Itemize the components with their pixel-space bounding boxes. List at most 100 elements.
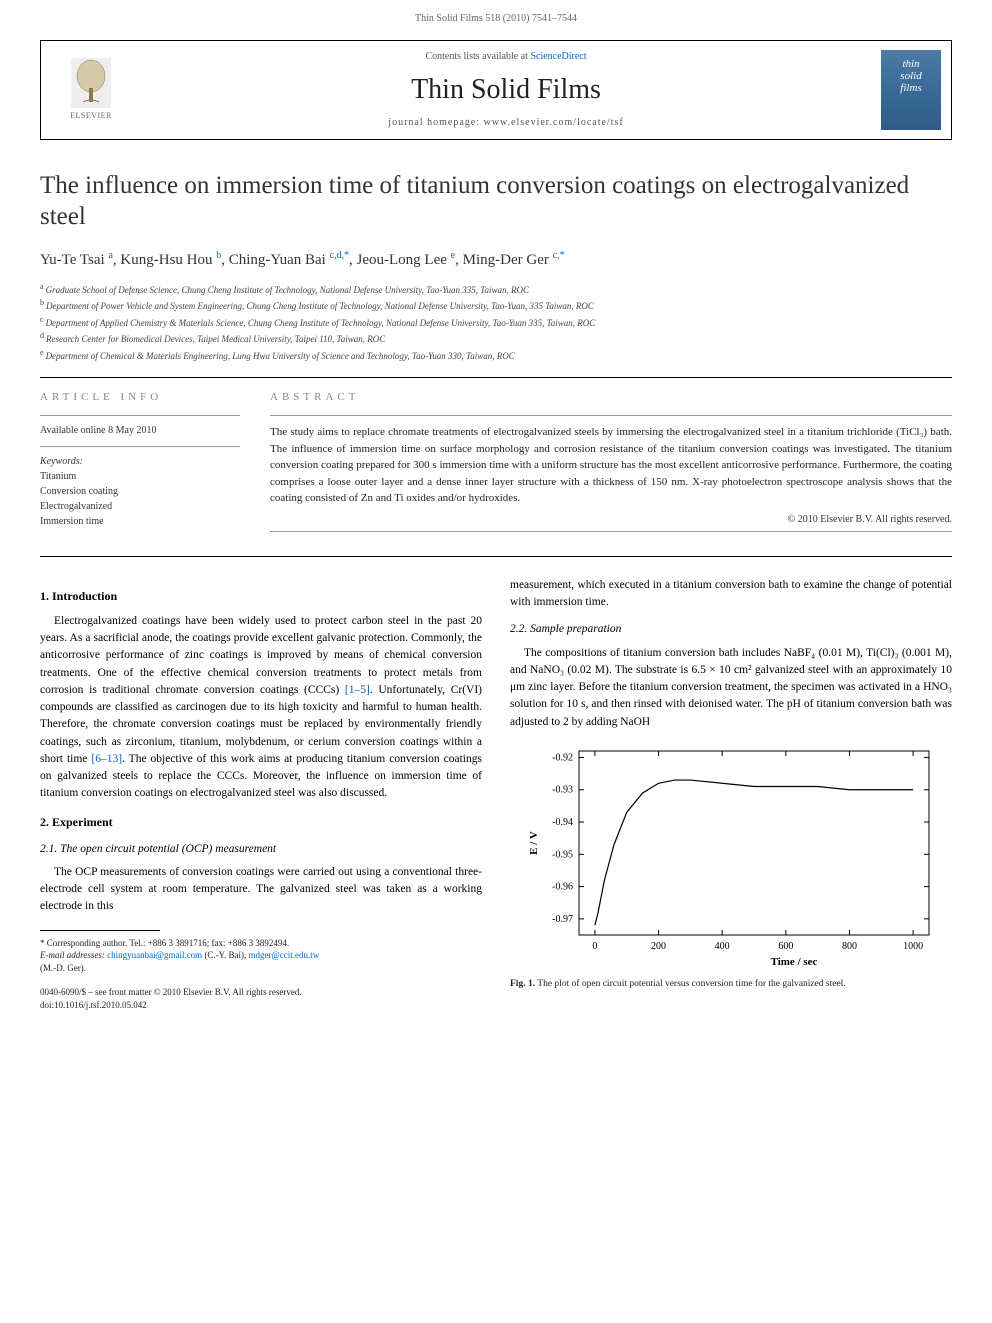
author: Ching-Yuan Bai c,d,*: [229, 252, 349, 268]
elsevier-logo-box: ELSEVIER: [41, 41, 141, 139]
keyword: Titanium: [40, 469, 240, 484]
keywords-label: Keywords:: [40, 455, 240, 469]
left-column: 1. Introduction Electrogalvanized coatin…: [40, 577, 482, 1012]
right-column: measurement, which executed in a titaniu…: [510, 577, 952, 1012]
info-divider-1: [40, 415, 240, 416]
svg-text:800: 800: [842, 941, 857, 952]
elsevier-logo: ELSEVIER: [61, 55, 121, 125]
email-line: E-mail addresses: chingyuanbai@gmail.com…: [40, 949, 482, 962]
article-title: The influence on immersion time of titan…: [40, 170, 952, 233]
cover-text-1: thin: [902, 58, 919, 70]
author-affiliation-sup: a: [108, 250, 112, 261]
journal-cover-thumb: thin solid films: [881, 50, 941, 130]
author: Ming-Der Ger c,*: [463, 252, 565, 268]
elsevier-label: ELSEVIER: [70, 110, 112, 121]
affiliation-line: d Research Center for Biomedical Devices…: [40, 330, 952, 347]
email-1[interactable]: chingyuanbai@gmail.com: [107, 950, 202, 960]
svg-text:400: 400: [715, 941, 730, 952]
figure-1-caption-text: The plot of open circuit potential versu…: [535, 979, 846, 989]
corresponding-author: * Corresponding author. Tel.: +886 3 389…: [40, 937, 482, 950]
banner-center: Contents lists available at ScienceDirec…: [141, 41, 871, 139]
figure-1-caption: Fig. 1. The plot of open circuit potenti…: [510, 977, 952, 991]
doi-block: 0040-6090/$ – see front matter © 2010 El…: [40, 986, 482, 1011]
available-date: Available online 8 May 2010: [40, 424, 240, 438]
journal-homepage: journal homepage: www.elsevier.com/locat…: [388, 116, 623, 130]
doi: doi:10.1016/j.tsf.2010.05.042: [40, 999, 482, 1012]
affiliations: a Graduate School of Defense Science, Ch…: [40, 281, 952, 364]
info-abstract-row: ARTICLE INFO Available online 8 May 2010…: [40, 378, 952, 556]
heading-ocp: 2.1. The open circuit potential (OCP) me…: [40, 841, 482, 858]
cover-thumb-box: thin solid films: [871, 41, 951, 139]
elsevier-tree-icon: [71, 58, 111, 108]
author-affiliation-sup: c,: [553, 250, 560, 261]
ref-6-13[interactable]: [6–13]: [91, 753, 122, 765]
abstract-divider: [270, 415, 952, 416]
article-info-label: ARTICLE INFO: [40, 390, 240, 405]
heading-experiment: 2. Experiment: [40, 813, 482, 831]
ref-1-5[interactable]: [1–5]: [345, 684, 370, 696]
abstract-text: The study aims to replace chromate treat…: [270, 424, 952, 507]
cover-text-2: solid: [900, 70, 921, 82]
figure-1-label: Fig. 1.: [510, 979, 535, 989]
email-1-who: (C.-Y. Bai),: [202, 950, 248, 960]
affiliation-line: a Graduate School of Defense Science, Ch…: [40, 281, 952, 298]
email-2-who: (M.-D. Ger).: [40, 962, 482, 975]
footnotes: * Corresponding author. Tel.: +886 3 389…: [40, 937, 482, 975]
front-matter: 0040-6090/$ – see front matter © 2010 El…: [40, 986, 482, 999]
svg-text:-0.96: -0.96: [552, 881, 573, 892]
info-divider-2: [40, 446, 240, 447]
sample-prep-paragraph: The compositions of titanium conversion …: [510, 645, 952, 731]
svg-text:-0.93: -0.93: [552, 785, 573, 796]
heading-introduction: 1. Introduction: [40, 587, 482, 605]
author: Jeou-Long Lee e: [357, 252, 456, 268]
svg-text:0: 0: [592, 941, 597, 952]
author-affiliation-sup: b: [216, 250, 221, 261]
intro-paragraph: Electrogalvanized coatings have been wid…: [40, 613, 482, 803]
body-columns: 1. Introduction Electrogalvanized coatin…: [40, 577, 952, 1012]
footnote-separator: [40, 930, 160, 931]
abstract-divider-bottom: [270, 531, 952, 532]
affiliation-line: b Department of Power Vehicle and System…: [40, 297, 952, 314]
corresponding-star-icon: *: [560, 250, 565, 261]
keyword: Conversion coating: [40, 484, 240, 499]
copyright: © 2010 Elsevier B.V. All rights reserved…: [270, 513, 952, 527]
authors-line: Yu-Te Tsai a, Kung-Hsu Hou b, Ching-Yuan…: [40, 249, 952, 271]
abstract-label: ABSTRACT: [270, 390, 952, 405]
svg-text:E / V: E / V: [528, 831, 540, 855]
running-header: Thin Solid Films 518 (2010) 7541–7544: [0, 0, 992, 32]
divider-bottom: [40, 556, 952, 557]
svg-text:-0.97: -0.97: [552, 914, 573, 925]
svg-text:200: 200: [651, 941, 666, 952]
contents-prefix: Contents lists available at: [425, 51, 530, 62]
journal-name: Thin Solid Films: [411, 70, 601, 109]
heading-sample-prep: 2.2. Sample preparation: [510, 621, 952, 638]
figure-1-plot: 0 200 400 600 800 1000 -0.97 -0.96 -0.95 -0.94 -0.…: [510, 741, 952, 971]
contents-list: Contents lists available at ScienceDirec…: [425, 50, 586, 64]
author-affiliation-sup: e: [451, 250, 455, 261]
author: Kung-Hsu Hou b: [120, 252, 221, 268]
abstract-col: ABSTRACT The study aims to replace chrom…: [270, 390, 952, 540]
figure-1: 0 200 400 600 800 1000 -0.97 -0.96 -0.95 -0.94 -0.…: [510, 741, 952, 991]
email-2[interactable]: mdger@ccit.edu.tw: [249, 950, 320, 960]
homepage-url: www.elsevier.com/locate/tsf: [484, 117, 624, 128]
svg-text:-0.92: -0.92: [552, 752, 573, 763]
author-affiliation-sup: c,d,: [330, 250, 344, 261]
email-label: E-mail addresses:: [40, 950, 107, 960]
ocp-paragraph: The OCP measurements of conversion coati…: [40, 864, 482, 916]
cover-text-3: films: [900, 82, 921, 94]
affiliation-line: e Department of Chemical & Materials Eng…: [40, 347, 952, 364]
keywords-list: TitaniumConversion coatingElectrogalvani…: [40, 469, 240, 529]
svg-text:600: 600: [778, 941, 793, 952]
svg-text:-0.95: -0.95: [552, 849, 573, 860]
article-info-col: ARTICLE INFO Available online 8 May 2010…: [40, 390, 240, 540]
svg-text:1000: 1000: [903, 941, 923, 952]
journal-banner: ELSEVIER Contents lists available at Sci…: [40, 40, 952, 140]
keyword: Electrogalvanized: [40, 499, 240, 514]
sciencedirect-link[interactable]: ScienceDirect: [530, 51, 586, 62]
keyword: Immersion time: [40, 514, 240, 529]
affiliation-line: c Department of Applied Chemistry & Mate…: [40, 314, 952, 331]
corresponding-star-icon: *: [344, 250, 349, 261]
continuation-paragraph: measurement, which executed in a titaniu…: [510, 577, 952, 612]
svg-text:Time / sec: Time / sec: [771, 956, 818, 968]
svg-text:-0.94: -0.94: [552, 817, 573, 828]
